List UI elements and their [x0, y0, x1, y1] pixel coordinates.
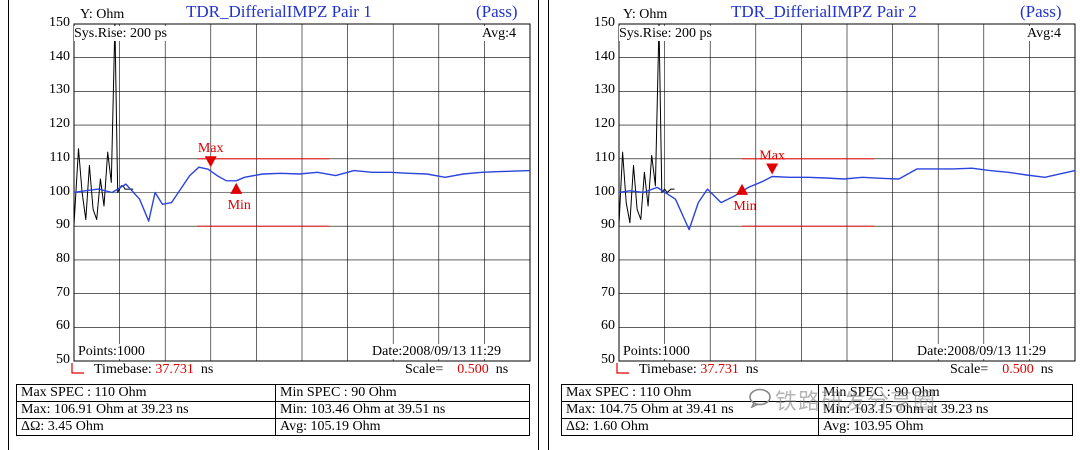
y-tick-label: 150 [49, 15, 70, 30]
max-spec: Max SPEC : 110 Ohm [16, 384, 276, 402]
avg-count-label: Avg:4 [482, 26, 516, 41]
y-tick-label: 60 [56, 318, 70, 334]
timebase-row: Timebase: 37.731 ns [639, 362, 758, 378]
min-marker [230, 182, 243, 194]
y-tick-label: 90 [601, 217, 615, 233]
timebase-origin-marker [616, 363, 629, 374]
min-marker [736, 183, 749, 195]
pass-status: (Pass) [1020, 2, 1062, 21]
timebase-label: Timebase: [639, 362, 697, 377]
scale-unit: ns [495, 362, 509, 377]
max-marker [204, 156, 217, 168]
timebase-origin-marker [71, 363, 84, 374]
scale-value: 0.500 [457, 362, 489, 377]
y-tick-label: 60 [601, 318, 615, 334]
min-value: Min: 103.46 Ohm at 39.51 ns [275, 401, 530, 419]
avg-ohm: Avg: 103.95 Ohm [818, 418, 1073, 436]
y-tick-label: 150 [594, 15, 615, 30]
scale-label: Scale= [405, 362, 444, 377]
y-axis-label: Y: Ohm [80, 7, 125, 22]
y-tick-label: 80 [56, 250, 70, 266]
timebase-value: 37.731 [155, 362, 194, 377]
pass-status: (Pass) [476, 2, 518, 21]
y-tick-label: 130 [594, 82, 615, 98]
series-line-reflection [73, 23, 134, 227]
y-tick-label: 80 [601, 250, 615, 266]
points-label: Points:1000 [623, 344, 690, 359]
panel-divider-mid-b [548, 0, 549, 450]
y-axis-label: Y: Ohm [623, 7, 668, 22]
scale-row: Scale= 0.500 ns [950, 362, 1053, 378]
tdr-plot-2: Max Min [616, 23, 1076, 374]
stats-table: Max SPEC : 110 Ohm Min SPEC : 90 Ohm Max… [16, 384, 530, 436]
chat-bubble-icon [749, 388, 771, 408]
avg-count-label: Avg:4 [1027, 26, 1061, 41]
max-marker-label: Max [198, 141, 224, 156]
delta-ohm: ΔΩ: 3.45 Ohm [16, 418, 276, 436]
tdr-plot-1: Max Min [71, 23, 531, 374]
timebase-label: Timebase: [94, 362, 152, 377]
max-value: Max: 106.91 Ohm at 39.23 ns [16, 401, 276, 419]
scale-value: 0.500 [1002, 362, 1034, 377]
min-marker-label: Min [228, 198, 251, 213]
timebase-unit: ns [745, 362, 759, 377]
y-tick-label: 120 [49, 116, 70, 132]
date-label: Date:2008/09/13 11:29 [372, 344, 501, 359]
y-tick-label: 100 [594, 183, 615, 199]
panel-divider-mid-a [538, 0, 539, 450]
timebase-row: Timebase: 37.731 ns [94, 362, 213, 378]
points-label: Points:1000 [78, 344, 145, 359]
y-tick-label: 120 [594, 116, 615, 132]
y-tick-label: 140 [49, 48, 70, 64]
y-tick-label: 70 [56, 284, 70, 300]
y-tick-label: 130 [49, 82, 70, 98]
chart-title: TDR_DifferialIMPZ Pair 1 [186, 2, 372, 21]
min-value: Min: 103.15 Ohm at 39.23 ns [818, 401, 1073, 419]
series-line-reflection [618, 23, 675, 227]
y-tick-label: 110 [594, 149, 615, 165]
timebase-value: 37.731 [700, 362, 739, 377]
y-tick-label: 50 [601, 352, 615, 367]
avg-ohm: Avg: 105.19 Ohm [275, 418, 530, 436]
min-marker-label: Min [733, 199, 756, 214]
date-label: Date:2008/09/13 11:29 [917, 344, 1046, 359]
watermark: 铁路研发分享圈 [775, 390, 937, 415]
max-marker-label: Max [759, 148, 785, 163]
sys-rise-label: Sys.Rise: 200 ps [74, 26, 167, 41]
series-line-impedance [73, 166, 531, 222]
series-line-impedance [618, 167, 1076, 231]
y-tick-label: 70 [601, 284, 615, 300]
y-tick-label: 90 [56, 217, 70, 233]
scale-unit: ns [1040, 362, 1054, 377]
sys-rise-label: Sys.Rise: 200 ps [619, 26, 712, 41]
chart-panel-2: Max Min Y: Ohm TDR_DifferialIMPZ Pair 2 (… [545, 0, 1080, 450]
scale-row: Scale= 0.500 ns [405, 362, 508, 378]
scale-label: Scale= [950, 362, 989, 377]
y-tick-label: 100 [49, 183, 70, 199]
max-spec: Max SPEC : 110 Ohm [561, 384, 819, 402]
y-tick-label: 50 [56, 352, 70, 367]
y-tick-label: 110 [49, 149, 70, 165]
panel-divider-left [8, 0, 9, 450]
y-tick-label: 140 [594, 48, 615, 64]
chart-title: TDR_DifferialIMPZ Pair 2 [731, 2, 917, 21]
chart-panel-1: Max Min Y: Ohm TDR_DifferialIMPZ Pair 1 (… [16, 2, 531, 436]
timebase-unit: ns [200, 362, 214, 377]
min-spec: Min SPEC : 90 Ohm [275, 384, 530, 402]
max-marker [766, 163, 779, 175]
delta-ohm: ΔΩ: 1.60 Ohm [561, 418, 819, 436]
